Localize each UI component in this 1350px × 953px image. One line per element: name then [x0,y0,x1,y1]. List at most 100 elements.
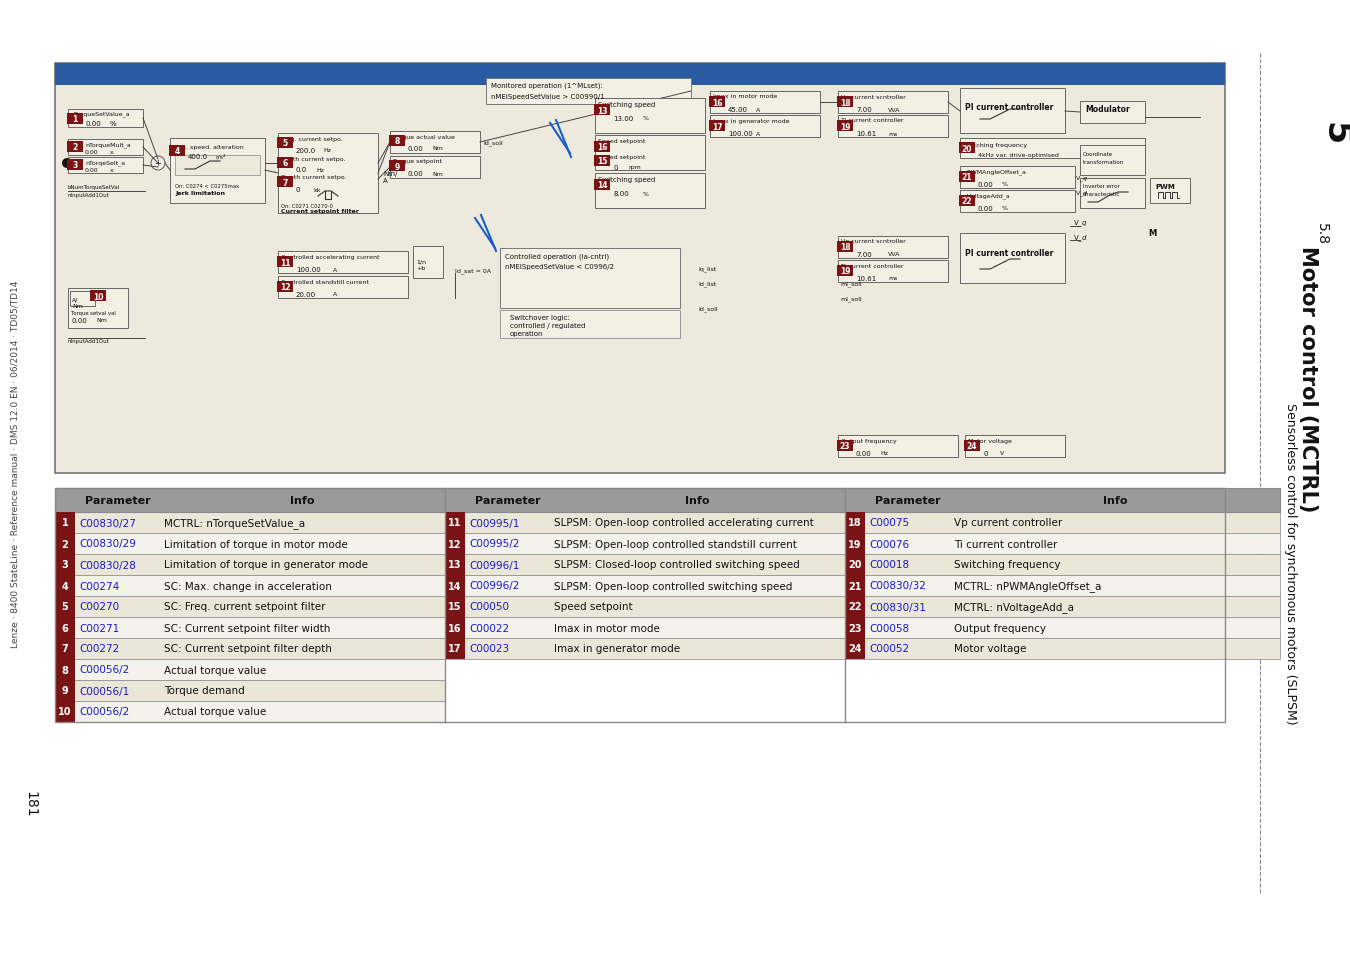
Text: transformation: transformation [1083,159,1125,164]
Bar [837,266,853,276]
Text: 11: 11 [448,518,462,528]
Text: %: % [643,192,649,196]
Text: 10: 10 [58,707,72,717]
Text: 100.00: 100.00 [296,267,321,273]
Text: Ti current controller: Ti current controller [954,539,1057,549]
Text: Current setpoint filter: Current setpoint filter [281,210,359,214]
Text: A: A [383,178,387,184]
Bar [838,91,948,113]
Text: 23: 23 [840,442,850,451]
Bar [594,105,610,116]
Text: 5: 5 [62,602,69,612]
Text: A: A [333,293,338,297]
Text: Iq_list: Iq_list [698,266,717,272]
Text: C00830/29: C00830/29 [80,539,136,549]
Text: 12: 12 [448,539,462,549]
Text: 12: 12 [279,283,290,293]
Bar [55,639,446,659]
Bar [1150,179,1189,204]
Text: 0.00: 0.00 [72,317,86,324]
Text: C00050: C00050 [468,602,509,612]
Text: 8.00: 8.00 [613,191,629,196]
Text: 4: 4 [62,581,69,591]
Text: Torque actual value: Torque actual value [393,134,455,139]
Text: A: A [756,108,760,112]
Bar [446,597,464,618]
Text: ms: ms [888,276,898,281]
Text: A: A [333,267,338,273]
Text: Motor voltage: Motor voltage [968,438,1012,443]
Text: 1: 1 [62,518,69,528]
Text: A: A [756,132,760,136]
Text: Nm: Nm [432,147,443,152]
Bar [958,143,975,153]
Text: 24: 24 [848,644,861,654]
Text: Speed setpoint: Speed setpoint [598,154,645,159]
Text: C00995/1: C00995/1 [468,518,520,528]
Text: 0.00: 0.00 [856,451,872,456]
Bar [446,576,845,597]
Text: nTorqueMult_a: nTorqueMult_a [85,142,131,148]
Bar [958,195,975,207]
Text: Imax in generator mode: Imax in generator mode [713,118,790,123]
Text: %: % [643,116,649,121]
Bar [55,555,76,576]
Text: 2: 2 [73,143,77,152]
Text: Hz: Hz [880,451,888,456]
Text: %: % [1002,206,1008,212]
Text: Controlled operation (Ia-cntrl): Controlled operation (Ia-cntrl) [505,253,609,260]
Text: PI current controller: PI current controller [965,102,1053,112]
Bar [595,173,705,209]
Text: 7.00: 7.00 [856,107,872,112]
Text: kk: kk [313,188,320,193]
Text: C00056/2: C00056/2 [80,665,130,675]
Text: controlled / regulated: controlled / regulated [510,323,586,329]
Bar [446,513,464,534]
Bar [845,597,1280,618]
Bar [446,489,845,513]
Text: 7.00: 7.00 [856,252,872,257]
Text: nInputAdd1Out: nInputAdd1Out [68,339,109,344]
Text: SC: Max. change in acceleration: SC: Max. change in acceleration [163,581,332,591]
Bar [837,440,853,452]
Bar [55,701,76,722]
Bar [845,555,1280,576]
Text: Output frequency: Output frequency [841,438,896,443]
Bar [278,252,408,274]
Text: Info: Info [686,496,710,505]
Bar [55,639,76,659]
Text: Switchover logic:: Switchover logic: [510,314,570,320]
Bar [55,555,446,576]
Bar [68,289,128,329]
Bar [446,639,464,659]
Text: 5: 5 [282,139,288,149]
Bar [838,236,948,258]
Text: bNumTorqueSetVal: bNumTorqueSetVal [68,185,120,191]
Text: 23: 23 [848,623,861,633]
Bar [277,158,293,169]
Bar [838,116,948,138]
Text: Inverter error: Inverter error [1083,184,1119,190]
Text: 17: 17 [711,122,722,132]
Bar [55,64,1224,86]
Text: MCTRL: nTorqueSetValue_a: MCTRL: nTorqueSetValue_a [163,517,305,528]
Bar [55,618,446,639]
Text: Nm/: Nm/ [383,171,397,177]
Text: Jerk limitation: Jerk limitation [176,192,225,196]
Text: Limitation of torque in motor mode: Limitation of torque in motor mode [163,539,348,549]
Bar [594,142,610,152]
Text: 0.0: 0.0 [296,167,308,172]
Text: 18: 18 [848,518,861,528]
Text: 22: 22 [961,197,972,206]
Text: r/s²: r/s² [215,154,225,159]
Bar [55,618,76,639]
Bar [446,618,845,639]
Text: 15: 15 [448,602,462,612]
Text: 16: 16 [711,98,722,108]
Text: 6: 6 [282,159,288,169]
Bar [55,576,446,597]
Text: 45.00: 45.00 [728,107,748,112]
Bar [55,597,76,618]
Text: 7: 7 [282,178,288,188]
Text: Monitored operation (1^MLset):: Monitored operation (1^MLset): [491,83,603,90]
